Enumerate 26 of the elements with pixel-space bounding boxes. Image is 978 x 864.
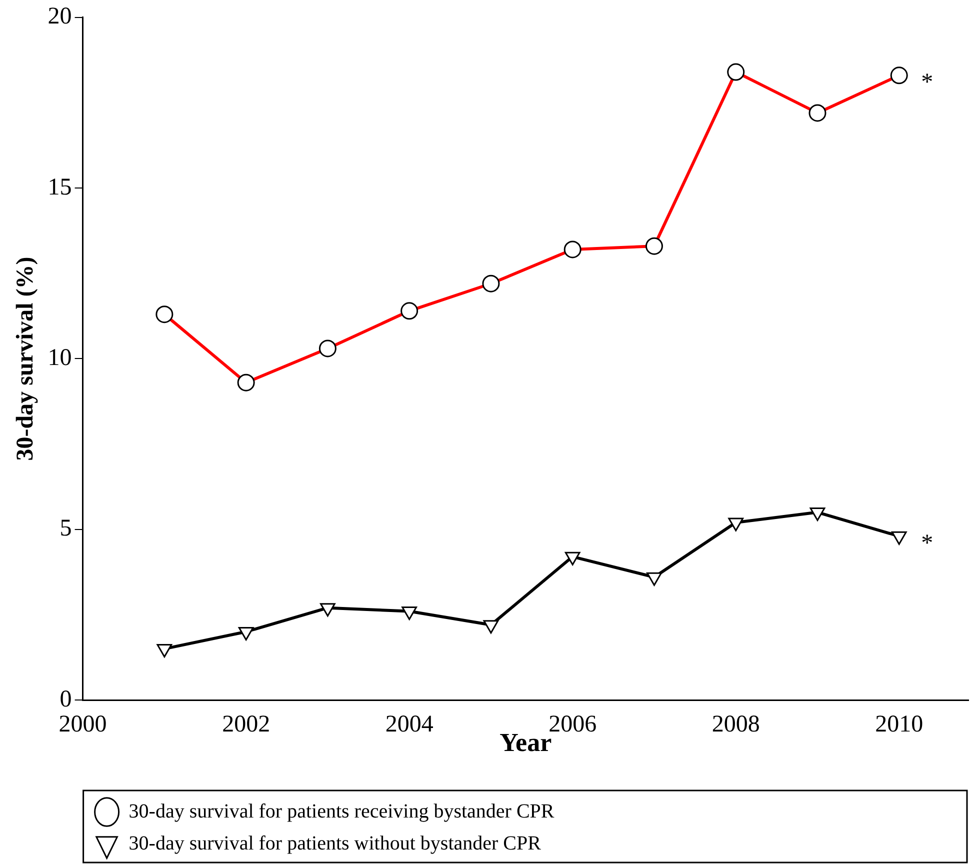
legend-label: 30-day survival for patients receiving bystander CPR	[128, 800, 555, 822]
y-axis-title: 30-day survival (%)	[12, 256, 39, 461]
legend-label: 30-day survival for patients without bystander CPR	[128, 832, 542, 854]
annotation: *	[921, 530, 934, 556]
y-tick-label: 20	[48, 4, 72, 30]
x-tick-label: 2004	[385, 712, 434, 738]
annotation: *	[921, 70, 934, 96]
x-tick-label: 2002	[222, 712, 270, 738]
point	[810, 508, 826, 522]
y-tick-label: 10	[48, 344, 72, 371]
point	[320, 603, 336, 617]
point	[646, 572, 662, 586]
point	[564, 552, 580, 566]
x-tick-label: 2000	[58, 712, 107, 738]
point	[483, 620, 499, 634]
point	[402, 606, 418, 620]
x-tick-label: 2006	[548, 712, 597, 738]
y-tick-label: 5	[60, 516, 72, 542]
y-tick-label: 15	[48, 174, 72, 200]
x-tick-label: 2008	[712, 712, 760, 738]
point	[728, 518, 744, 532]
point	[156, 644, 172, 658]
point	[891, 531, 907, 545]
y-tick-label: 0	[60, 686, 72, 712]
x-tick-label: 2010	[875, 712, 924, 738]
point	[238, 626, 254, 640]
